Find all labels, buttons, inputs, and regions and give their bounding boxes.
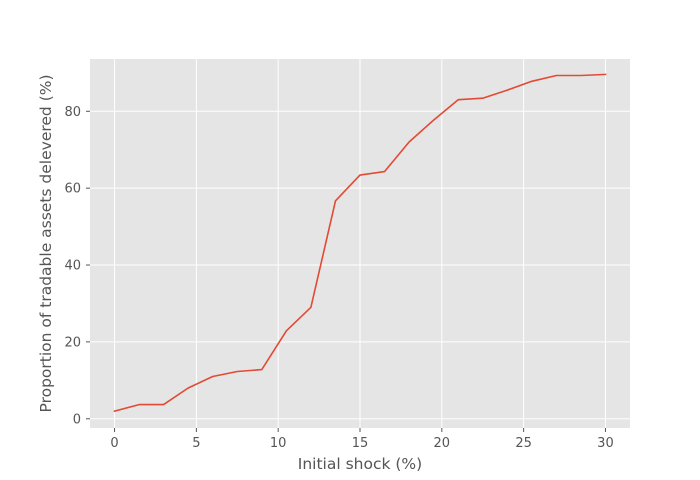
y-tick-label: 60 xyxy=(64,182,81,197)
x-axis-ticks: 0 5 10 15 20 25 30 xyxy=(110,428,614,451)
y-axis-label: Proportion of tradable assets delevered … xyxy=(37,74,55,412)
x-gridlines xyxy=(114,59,606,428)
y-tick-label: 20 xyxy=(64,335,81,350)
x-tick-label: 15 xyxy=(352,436,369,451)
x-tick-label: 0 xyxy=(110,436,118,451)
x-tick-label: 20 xyxy=(434,436,451,451)
x-tick-label: 30 xyxy=(597,436,614,451)
series-line xyxy=(113,73,607,413)
y-tick-label: 80 xyxy=(64,105,81,120)
y-gridlines xyxy=(90,110,630,420)
y-tick-label: 40 xyxy=(64,259,81,274)
x-tick-label: 25 xyxy=(515,436,532,451)
y-axis-ticks: 0 20 40 60 80 xyxy=(64,105,90,427)
series-layer xyxy=(113,73,607,413)
x-tick-label: 5 xyxy=(192,436,200,451)
x-tick-label: 10 xyxy=(270,436,287,451)
x-axis-label: Initial shock (%) xyxy=(298,455,422,473)
y-tick-label: 0 xyxy=(73,412,81,427)
